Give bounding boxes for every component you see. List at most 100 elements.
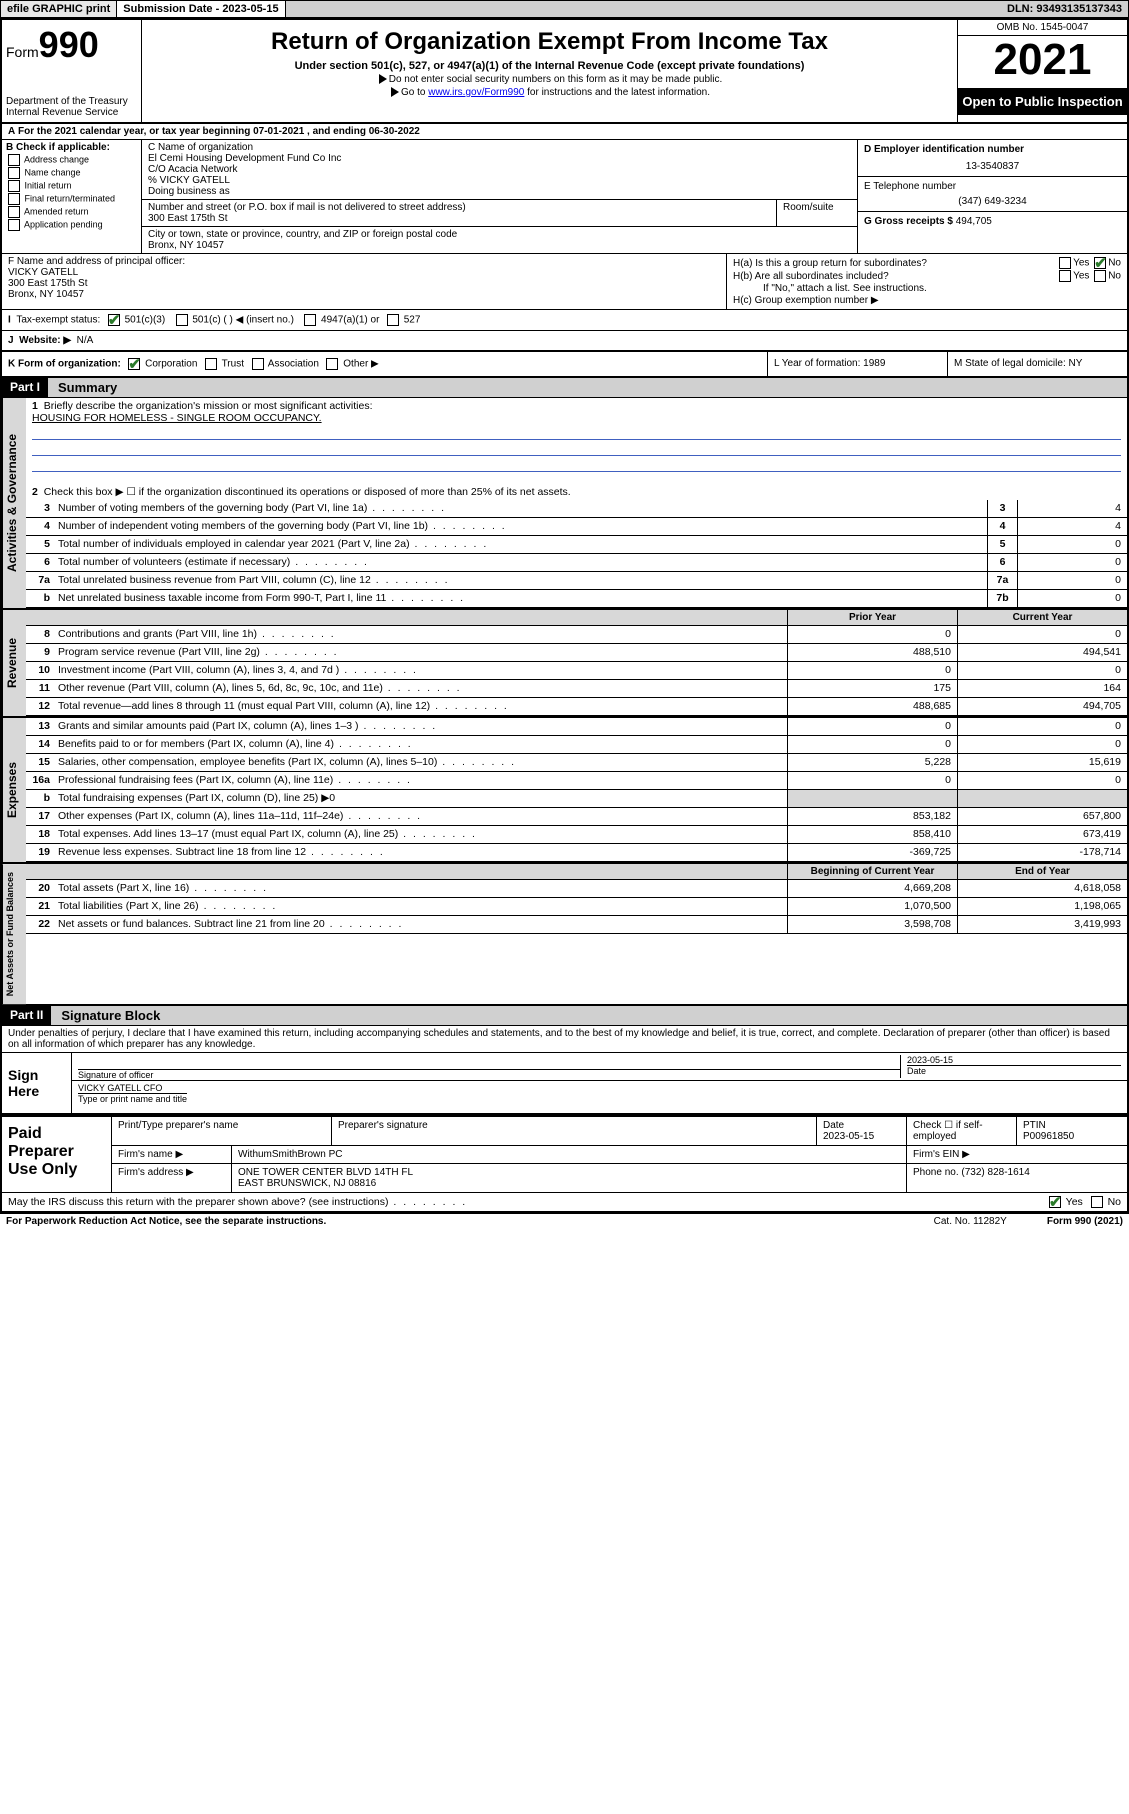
addr-change-checkbox[interactable] bbox=[8, 154, 20, 166]
summary-line: 16aProfessional fundraising fees (Part I… bbox=[26, 772, 1127, 790]
box-b: B Check if applicable: Address change Na… bbox=[2, 140, 142, 253]
name-change-checkbox[interactable] bbox=[8, 167, 20, 179]
summary-line: 11Other revenue (Part VIII, column (A), … bbox=[26, 680, 1127, 698]
527-checkbox[interactable] bbox=[387, 314, 399, 326]
summary-line: bNet unrelated business taxable income f… bbox=[26, 590, 1127, 608]
year-formation: L Year of formation: 1989 bbox=[767, 352, 947, 376]
dept-treasury: Department of the Treasury bbox=[6, 96, 137, 107]
form-container: Form990 Department of the Treasury Inter… bbox=[0, 18, 1129, 1213]
ptin-label: PTIN bbox=[1023, 1120, 1046, 1131]
summary-line: 20Total assets (Part X, line 16)4,669,20… bbox=[26, 880, 1127, 898]
triangle-icon bbox=[379, 74, 387, 84]
summary-line: bTotal fundraising expenses (Part IX, co… bbox=[26, 790, 1127, 808]
row-j: J Website: ▶ N/A bbox=[2, 331, 1127, 352]
firm-name-label: Firm's name ▶ bbox=[112, 1146, 232, 1163]
phone-value: (347) 649-3234 bbox=[864, 196, 1121, 207]
row-i: I Tax-exempt status: 501(c)(3) 501(c) ( … bbox=[2, 310, 1127, 331]
summary-line: 12Total revenue—add lines 8 through 11 (… bbox=[26, 698, 1127, 716]
irs-link[interactable]: www.irs.gov/Form990 bbox=[428, 87, 524, 98]
trust-checkbox[interactable] bbox=[205, 358, 217, 370]
ein-label: D Employer identification number bbox=[864, 144, 1121, 155]
dln-label: DLN: 93493135137343 bbox=[1001, 1, 1128, 17]
summary-line: 19Revenue less expenses. Subtract line 1… bbox=[26, 844, 1127, 862]
hb-yes-checkbox[interactable] bbox=[1059, 270, 1071, 282]
officer-addr1: 300 East 175th St bbox=[8, 278, 720, 289]
sidebar-expenses: Expenses bbox=[2, 718, 26, 862]
ha-yes-checkbox[interactable] bbox=[1059, 257, 1071, 269]
firm-ein-label: Firm's EIN ▶ bbox=[907, 1146, 1127, 1163]
firm-phone-value: (732) 828-1614 bbox=[961, 1167, 1029, 1178]
dba-label: Doing business as bbox=[148, 186, 851, 197]
hb-no-checkbox[interactable] bbox=[1094, 270, 1106, 282]
row-a-period: A For the 2021 calendar year, or tax yea… bbox=[2, 124, 1127, 140]
paid-preparer-label: Paid Preparer Use Only bbox=[2, 1117, 112, 1192]
open-to-public: Open to Public Inspection bbox=[958, 88, 1127, 115]
ha-label: H(a) Is this a group return for subordin… bbox=[733, 258, 927, 269]
part1-title: Summary bbox=[48, 378, 1127, 397]
mission-text: HOUSING FOR HOMELESS - SINGLE ROOM OCCUP… bbox=[32, 412, 322, 424]
corp-checkbox[interactable] bbox=[128, 358, 140, 370]
ha-no-checkbox[interactable] bbox=[1094, 257, 1106, 269]
sidebar-governance: Activities & Governance bbox=[2, 398, 26, 608]
perjury-declaration: Under penalties of perjury, I declare th… bbox=[2, 1026, 1127, 1053]
org-co: C/O Acacia Network bbox=[148, 164, 851, 175]
part2-label: Part II bbox=[2, 1006, 51, 1025]
ptin-value: P00961850 bbox=[1023, 1131, 1074, 1142]
part1-label: Part I bbox=[2, 378, 48, 397]
hc-label: H(c) Group exemption number ▶ bbox=[733, 295, 1121, 306]
initial-return-checkbox[interactable] bbox=[8, 180, 20, 192]
officer-label: F Name and address of principal officer: bbox=[8, 256, 720, 267]
summary-line: 21Total liabilities (Part X, line 26)1,0… bbox=[26, 898, 1127, 916]
line2-label: Check this box ▶ ☐ if the organization d… bbox=[44, 486, 571, 498]
form-subtitle: Under section 501(c), 527, or 4947(a)(1)… bbox=[150, 60, 949, 72]
sidebar-revenue: Revenue bbox=[2, 610, 26, 716]
discuss-yes-checkbox[interactable] bbox=[1049, 1196, 1061, 1208]
pt-self-employed: Check ☐ if self-employed bbox=[907, 1117, 1017, 1145]
efile-print-button[interactable]: efile GRAPHIC print bbox=[1, 1, 117, 17]
sig-date-label: Date bbox=[907, 1065, 1121, 1076]
summary-line: 3Number of voting members of the governi… bbox=[26, 500, 1127, 518]
4947-checkbox[interactable] bbox=[304, 314, 316, 326]
summary-line: 9Program service revenue (Part VIII, lin… bbox=[26, 644, 1127, 662]
part1-header: Part I Summary bbox=[2, 378, 1127, 398]
part2-title: Signature Block bbox=[51, 1006, 1127, 1025]
triangle-icon bbox=[391, 87, 399, 97]
amended-return-checkbox[interactable] bbox=[8, 206, 20, 218]
pt-sig-label: Preparer's signature bbox=[332, 1117, 817, 1145]
other-checkbox[interactable] bbox=[326, 358, 338, 370]
ssn-note: Do not enter social security numbers on … bbox=[389, 74, 722, 85]
hb-label: H(b) Are all subordinates included? bbox=[733, 271, 889, 282]
hb-note: If "No," attach a list. See instructions… bbox=[733, 283, 1121, 294]
501c3-checkbox[interactable] bbox=[108, 314, 120, 326]
page-footer: For Paperwork Reduction Act Notice, see … bbox=[0, 1213, 1129, 1229]
pt-date-label: Date bbox=[823, 1120, 844, 1131]
officer-type-label: Type or print name and title bbox=[78, 1093, 187, 1104]
form-word: Form bbox=[6, 44, 39, 60]
box-h: H(a) Is this a group return for subordin… bbox=[727, 254, 1127, 309]
assoc-checkbox[interactable] bbox=[252, 358, 264, 370]
summary-line: 7aTotal unrelated business revenue from … bbox=[26, 572, 1127, 590]
gross-label: G Gross receipts $ bbox=[864, 216, 953, 227]
col-prior: Prior Year bbox=[787, 610, 957, 625]
final-return-checkbox[interactable] bbox=[8, 193, 20, 205]
firm-addr-label: Firm's address ▶ bbox=[112, 1164, 232, 1192]
app-pending-checkbox[interactable] bbox=[8, 219, 20, 231]
cat-no: Cat. No. 11282Y bbox=[934, 1216, 1007, 1227]
street-value: 300 East 175th St bbox=[148, 213, 770, 224]
row-k: K Form of organization: Corporation Trus… bbox=[2, 352, 1127, 378]
summary-line: 10Investment income (Part VIII, column (… bbox=[26, 662, 1127, 680]
summary-line: 13Grants and similar amounts paid (Part … bbox=[26, 718, 1127, 736]
firm-addr2: EAST BRUNSWICK, NJ 08816 bbox=[238, 1178, 376, 1189]
discuss-no-checkbox[interactable] bbox=[1091, 1196, 1103, 1208]
firm-addr1: ONE TOWER CENTER BLVD 14TH FL bbox=[238, 1167, 413, 1178]
tax-year: 2021 bbox=[958, 36, 1127, 88]
sig-date-value: 2023-05-15 bbox=[907, 1055, 1121, 1065]
officer-name: VICKY GATELL bbox=[8, 267, 720, 278]
summary-line: 15Salaries, other compensation, employee… bbox=[26, 754, 1127, 772]
box-f: F Name and address of principal officer:… bbox=[2, 254, 727, 309]
line1-label: Briefly describe the organization's miss… bbox=[44, 400, 373, 412]
501c-checkbox[interactable] bbox=[176, 314, 188, 326]
form-number: 990 bbox=[39, 24, 99, 65]
part2-header: Part II Signature Block bbox=[2, 1006, 1127, 1026]
city-value: Bronx, NY 10457 bbox=[148, 240, 851, 251]
